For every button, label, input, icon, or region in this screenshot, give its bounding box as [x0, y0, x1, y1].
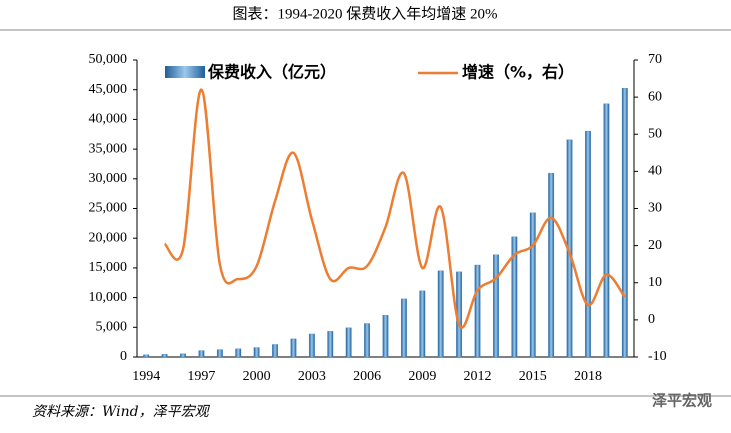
- legend-label: 增速（%，右）: [462, 63, 574, 82]
- bar: [621, 88, 628, 358]
- y-tick-label: 50,000: [89, 52, 128, 67]
- x-tick-label: 2003: [298, 369, 326, 384]
- y-tick-label: 45,000: [89, 82, 128, 97]
- bar: [400, 298, 407, 358]
- bar: [290, 338, 297, 358]
- y-tick-label: 5,000: [96, 320, 128, 335]
- y2-tick-label: 10: [648, 275, 662, 290]
- bar: [474, 264, 481, 358]
- bar: [511, 236, 518, 358]
- bar: [143, 354, 150, 358]
- bar: [585, 131, 591, 358]
- growth-line: [163, 88, 626, 329]
- y-tick-label: 35,000: [89, 141, 128, 156]
- x-tick-label: 2000: [243, 369, 271, 384]
- bar: [419, 290, 426, 358]
- bar: [180, 353, 186, 358]
- bar: [235, 348, 242, 358]
- y-tick-label: 25,000: [89, 201, 128, 216]
- watermark: 泽平宏观: [652, 392, 712, 410]
- bar: [603, 103, 610, 358]
- bar: [548, 172, 555, 358]
- bar: [272, 344, 278, 358]
- y2-tick-label: 40: [648, 164, 662, 179]
- y-tick-label: 30,000: [89, 171, 128, 186]
- y2-tick-label: 60: [648, 89, 662, 104]
- bar: [529, 212, 536, 358]
- y-tick-label: 40,000: [89, 112, 128, 127]
- bar: [345, 327, 352, 358]
- bar: [364, 323, 371, 358]
- y-tick-label: 0: [120, 349, 127, 364]
- y-tick-label: 20,000: [89, 230, 128, 245]
- x-tick-label: 1997: [187, 369, 215, 384]
- bar: [437, 270, 444, 358]
- y2-tick-label: 70: [648, 52, 662, 67]
- bar: [198, 350, 205, 358]
- x-tick-label: 2006: [353, 369, 381, 384]
- y2-tick-label: -10: [648, 349, 667, 364]
- x-tick-label: 2018: [574, 369, 602, 384]
- y2-tick-label: 20: [648, 238, 662, 253]
- bar: [327, 331, 334, 358]
- y2-tick-label: 50: [648, 126, 662, 141]
- source: 资料来源：Wind，泽平宏观: [32, 404, 211, 420]
- chart-title: 图表：1994-2020 保费收入年均增速 20%: [233, 5, 498, 22]
- bar: [382, 315, 389, 358]
- bar: [308, 333, 315, 358]
- y2-tick-label: 30: [648, 201, 662, 216]
- x-tick-label: 2009: [408, 369, 436, 384]
- legend-label: 保费收入（亿元）: [207, 63, 336, 82]
- x-tick-label: 2015: [519, 369, 547, 384]
- x-tick-label: 1994: [132, 369, 160, 384]
- bar: [253, 347, 260, 358]
- y2-tick-label: 0: [648, 312, 655, 327]
- bar: [493, 254, 499, 358]
- y-tick-label: 15,000: [89, 260, 128, 275]
- bar: [216, 349, 223, 358]
- y-tick-label: 10,000: [89, 290, 128, 305]
- bar: [161, 354, 168, 358]
- legend-swatch: [165, 66, 205, 78]
- x-tick-label: 2012: [464, 369, 492, 384]
